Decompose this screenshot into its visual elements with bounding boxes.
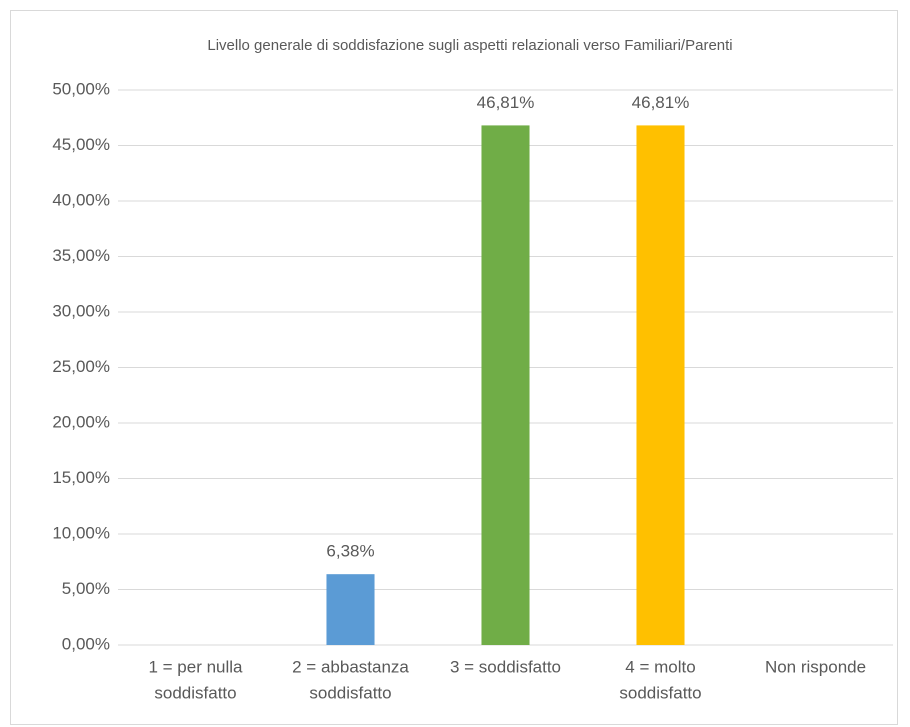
data-label: 46,81% bbox=[632, 93, 690, 112]
y-tick-label: 0,00% bbox=[62, 634, 110, 653]
x-tick-label: soddisfatto bbox=[309, 683, 391, 702]
y-tick-label: 45,00% bbox=[52, 135, 110, 154]
x-tick-label: soddisfatto bbox=[619, 683, 701, 702]
y-tick-label: 40,00% bbox=[52, 190, 110, 209]
x-tick-label: Non risponde bbox=[765, 657, 866, 676]
x-tick-label-group: Non risponde bbox=[765, 657, 866, 676]
x-tick-label: 3 = soddisfatto bbox=[450, 657, 561, 676]
data-label: 6,38% bbox=[326, 542, 374, 561]
x-tick-label: 2 = abbastanza bbox=[292, 657, 409, 676]
y-tick-label: 10,00% bbox=[52, 523, 110, 542]
x-tick-label-group: 4 = molto soddisfatto bbox=[619, 657, 701, 702]
x-tick-label-group: 1 = per nulla soddisfatto bbox=[148, 657, 243, 702]
x-tick-label-group: 2 = abbastanza soddisfatto bbox=[292, 657, 409, 702]
y-tick-label: 30,00% bbox=[52, 301, 110, 320]
x-tick-label: 1 = per nulla bbox=[148, 657, 243, 676]
bar bbox=[481, 125, 530, 645]
y-tick-label: 20,00% bbox=[52, 412, 110, 431]
bar bbox=[326, 574, 375, 645]
y-tick-label: 15,00% bbox=[52, 468, 110, 487]
x-tick-label: soddisfatto bbox=[154, 683, 236, 702]
bar bbox=[636, 125, 685, 645]
x-tick-label-group: 3 = soddisfatto bbox=[450, 657, 561, 676]
chart-title: Livello generale di soddisfazione sugli … bbox=[207, 37, 732, 54]
y-tick-label: 25,00% bbox=[52, 357, 110, 376]
data-label: 46,81% bbox=[477, 93, 535, 112]
x-tick-label: 4 = molto bbox=[625, 657, 695, 676]
y-tick-label: 50,00% bbox=[52, 79, 110, 98]
y-tick-label: 5,00% bbox=[62, 579, 110, 598]
y-tick-label: 35,00% bbox=[52, 246, 110, 265]
